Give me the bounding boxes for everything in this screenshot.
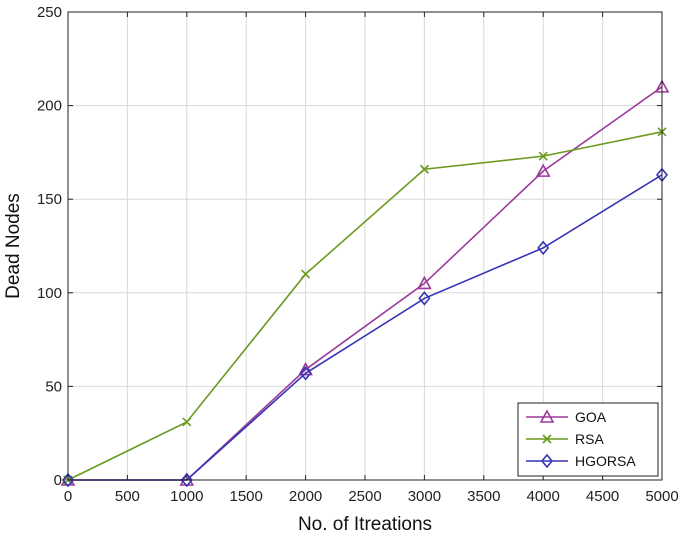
data-point-hgorsa <box>418 291 431 306</box>
x-tick-label: 3000 <box>408 488 441 505</box>
legend-label-goa: GOA <box>575 409 607 425</box>
data-point-hgorsa <box>180 472 193 488</box>
legend-item-goa: GOA <box>526 409 607 425</box>
legend-marker-goa <box>539 409 555 423</box>
legend-marker-hgorsa <box>540 453 554 469</box>
x-axis-label: No. of Itreations <box>298 514 432 535</box>
legend-item-rsa: RSA <box>526 431 604 447</box>
x-tick-label: 5000 <box>645 488 678 505</box>
x-tick-label: 2000 <box>289 488 322 505</box>
y-tick-label: 50 <box>45 378 62 395</box>
x-tick-label: 1500 <box>230 488 263 505</box>
data-point-rsa <box>182 417 192 427</box>
data-point-goa <box>298 361 313 376</box>
x-tick-label: 4500 <box>586 488 619 505</box>
series-line-rsa <box>67 131 663 481</box>
legend-label-hgorsa: HGORSA <box>575 453 636 469</box>
y-axis-label: Dead Nodes <box>3 193 24 299</box>
data-point-hgorsa <box>61 472 75 488</box>
y-tick-label: 150 <box>37 191 62 208</box>
data-point-rsa <box>419 164 429 174</box>
data-point-goa <box>535 163 551 177</box>
legend: GOA RSA HGORSA <box>517 402 659 477</box>
x-tick-label: 1000 <box>170 488 203 505</box>
y-tick-label: 0 <box>54 472 62 489</box>
x-tick-label: 500 <box>115 488 140 505</box>
x-tick-label: 4000 <box>527 488 560 505</box>
y-tick-label: 200 <box>37 98 62 115</box>
legend-label-rsa: RSA <box>575 431 604 447</box>
data-point-rsa <box>301 269 311 279</box>
y-tick-label: 250 <box>37 4 62 21</box>
x-tick-label: 0 <box>64 488 72 505</box>
data-point-hgorsa <box>299 366 312 381</box>
data-point-rsa <box>538 151 548 161</box>
legend-marker-rsa <box>542 434 552 444</box>
x-tick-label: 2500 <box>348 488 381 505</box>
x-tick-label: 3500 <box>467 488 500 505</box>
y-tick-label: 100 <box>37 285 62 302</box>
data-point-goa <box>417 275 432 290</box>
axis-ticks: 0 500 1000 1500 2000 2500 3000 3500 4000 4500 5000… <box>37 4 679 505</box>
legend-item-hgorsa: HGORSA <box>526 453 636 469</box>
data-point-hgorsa <box>537 240 550 256</box>
